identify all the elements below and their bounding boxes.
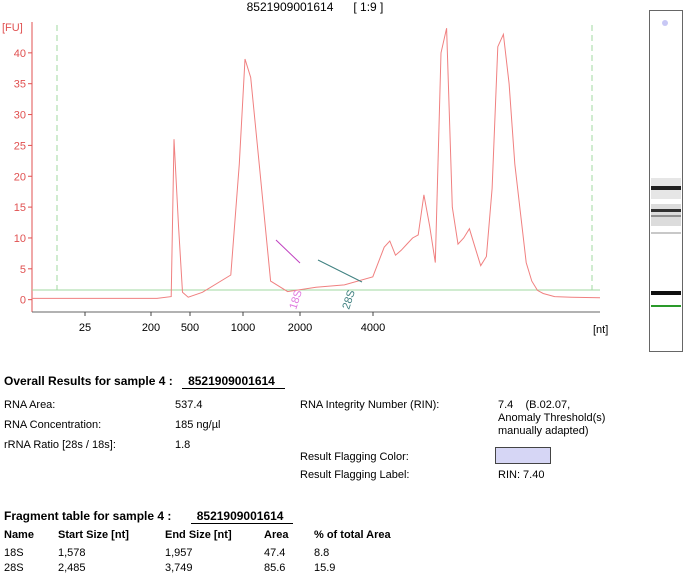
x-tick-label: 25 bbox=[79, 322, 91, 334]
row-18s-percent: 8.8 bbox=[314, 547, 330, 559]
flag-label-label: Result Flagging Label: bbox=[300, 469, 410, 481]
x-tick-label: 200 bbox=[142, 322, 160, 334]
y-tick-label: 0 bbox=[20, 295, 26, 307]
row-18s-start: 1,578 bbox=[58, 547, 86, 559]
electropherogram: [FU] [nt] 0 5 10 15 20 25 30 35 40 25 200 500 1000 2… bbox=[2, 22, 608, 336]
flag-label-value: RIN: 7.40 bbox=[498, 469, 545, 481]
rna-concentration-value: 185 ng/µl bbox=[175, 419, 221, 431]
rrna-ratio-label: rRNA Ratio [28s / 18s]: bbox=[4, 439, 116, 451]
col-name: Name bbox=[4, 529, 34, 541]
y-tick-label: 10 bbox=[14, 233, 26, 245]
row-28s-name: 28S bbox=[4, 562, 24, 574]
col-start-size: Start Size [nt] bbox=[58, 529, 129, 541]
overall-sample-id: 8521909001614 bbox=[182, 374, 285, 389]
x-tick-label: 500 bbox=[181, 322, 199, 334]
x-tick-label: 1000 bbox=[231, 322, 255, 334]
y-tick-label: 35 bbox=[14, 79, 26, 91]
gel-marker-dot bbox=[662, 20, 668, 26]
row-18s-end: 1,957 bbox=[165, 547, 193, 559]
y-tick-label: 25 bbox=[14, 140, 26, 152]
row-28s-end: 3,749 bbox=[165, 562, 193, 574]
row-28s-percent: 15.9 bbox=[314, 562, 336, 574]
overall-heading: Overall Results for sample 4 : 852190900… bbox=[4, 374, 285, 389]
gel-band-lower bbox=[651, 291, 681, 295]
fragment-title: Fragment table for sample 4 : bbox=[4, 509, 172, 523]
rna-concentration-label: RNA Concentration: bbox=[4, 419, 102, 431]
rna-area-value: 537.4 bbox=[175, 399, 203, 411]
y-tick-label: 15 bbox=[14, 202, 26, 214]
x-tick-label: 4000 bbox=[361, 322, 385, 334]
col-area: Area bbox=[264, 529, 289, 541]
overall-title: Overall Results for sample 4 : bbox=[4, 374, 173, 388]
gel-lane bbox=[649, 10, 683, 352]
fragment-sample-id: 8521909001614 bbox=[190, 509, 294, 524]
annotation-28s: 28S bbox=[340, 289, 357, 311]
gel-band-28s bbox=[651, 186, 681, 190]
flag-color-swatch bbox=[495, 447, 551, 464]
annotation-18s: 18S bbox=[287, 289, 304, 311]
gel-band-18s bbox=[651, 209, 681, 212]
gel-band-baseline bbox=[651, 305, 681, 307]
col-percent-area: % of total Area bbox=[314, 529, 391, 541]
18s-area-marker bbox=[275, 239, 301, 264]
y-tick-label: 30 bbox=[14, 110, 26, 122]
y-axis-label: [FU] bbox=[2, 22, 23, 34]
x-axis-label: [nt] bbox=[593, 324, 608, 336]
rrna-ratio-value: 1.8 bbox=[175, 439, 191, 451]
row-28s-start: 2,485 bbox=[58, 562, 86, 574]
col-end-size: End Size [nt] bbox=[165, 529, 232, 541]
rna-area-label: RNA Area: bbox=[4, 399, 56, 411]
row-18s-name: 18S bbox=[4, 547, 24, 559]
row-18s-area: 47.4 bbox=[264, 547, 286, 559]
trace-line bbox=[32, 28, 601, 299]
row-28s-area: 85.6 bbox=[264, 562, 286, 574]
x-tick-label: 2000 bbox=[288, 322, 312, 334]
rin-value: 7.4 (B.02.07, bbox=[498, 399, 571, 411]
fragment-heading: Fragment table for sample 4 : 8521909001… bbox=[4, 509, 294, 524]
chart-title: 8521909001614 [ 1:9 ] bbox=[246, 0, 384, 14]
rin-label: RNA Integrity Number (RIN): bbox=[300, 399, 440, 411]
y-tick-label: 20 bbox=[14, 171, 26, 183]
rin-note-1: Anomaly Threshold(s) bbox=[498, 412, 606, 424]
y-tick-label: 40 bbox=[14, 48, 26, 60]
28s-area-marker bbox=[317, 259, 363, 283]
flag-color-label: Result Flagging Color: bbox=[300, 451, 409, 463]
rin-note-2: manually adapted) bbox=[498, 425, 589, 437]
y-tick-label: 5 bbox=[20, 264, 26, 276]
